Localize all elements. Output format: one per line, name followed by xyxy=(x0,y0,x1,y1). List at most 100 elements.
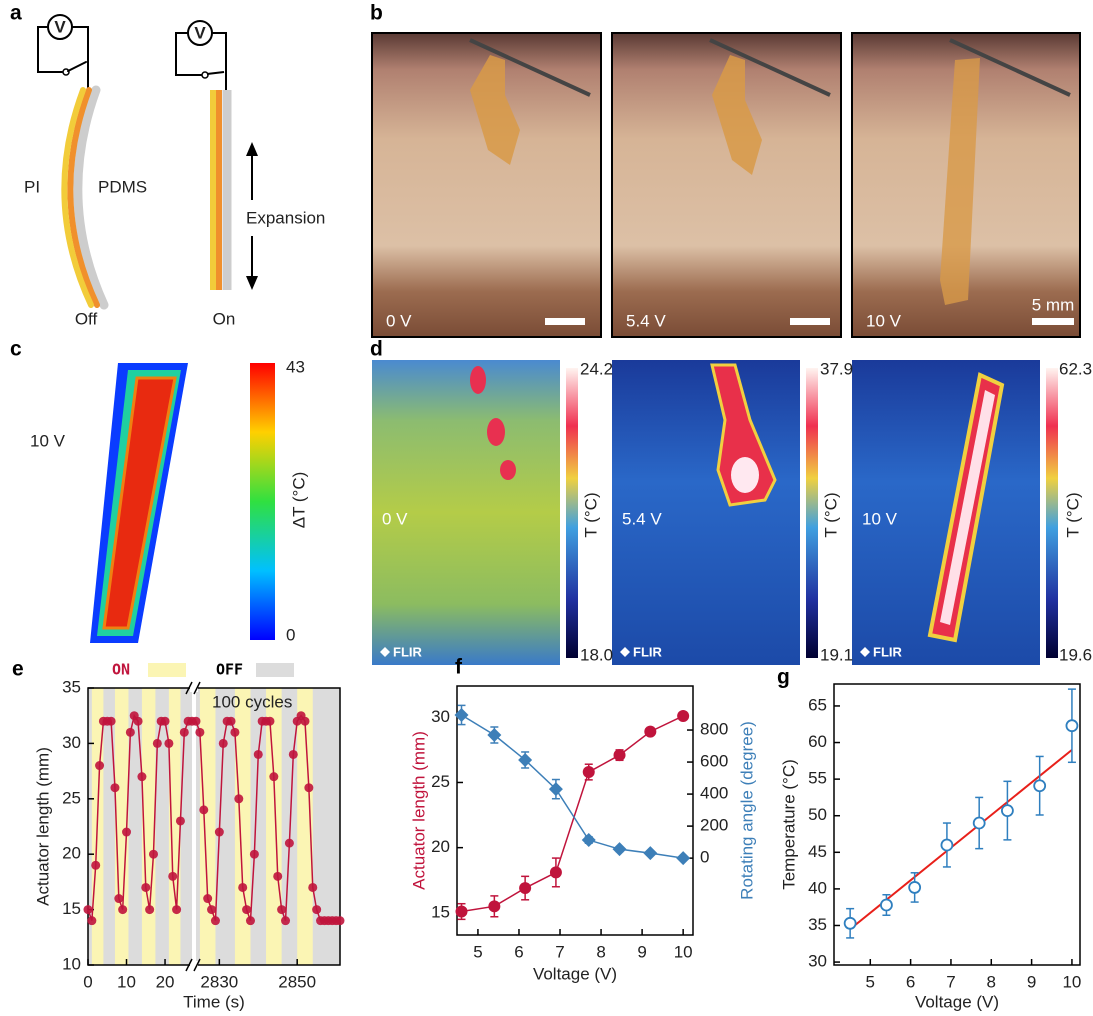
data-point xyxy=(227,717,236,726)
y-tick-label: 15 xyxy=(431,902,450,921)
y-tick-label: 10 xyxy=(62,954,81,973)
x-tick-label: 6 xyxy=(514,942,523,961)
data-point xyxy=(304,783,313,792)
data-point xyxy=(1002,805,1013,816)
colorbar-label: T (°C) xyxy=(821,492,840,537)
legend-swatch xyxy=(256,663,294,677)
voltage-label: 10 V xyxy=(30,431,66,450)
data-point xyxy=(583,766,595,778)
data-point xyxy=(845,918,856,929)
colorbar-min: 0 xyxy=(286,625,295,644)
data-point xyxy=(114,894,123,903)
photo xyxy=(852,33,1080,337)
x-tick-label: 0 xyxy=(83,972,92,991)
colorbar-min: 18.0 xyxy=(580,645,613,664)
voltage-label: 0 V xyxy=(386,311,412,330)
x-tick-label: 7 xyxy=(555,942,564,961)
panel-label: b xyxy=(370,2,383,25)
voltmeter: V xyxy=(54,17,66,36)
x-tick-label: 10 xyxy=(1062,972,1081,991)
axis-label: Time (s) xyxy=(183,992,245,1011)
data-point xyxy=(277,905,286,914)
data-point xyxy=(289,750,298,759)
data-point xyxy=(203,894,212,903)
x-tick-label: 10 xyxy=(674,942,693,961)
voltmeter: V xyxy=(194,23,206,42)
data-point xyxy=(242,905,251,914)
x-tick-label: 8 xyxy=(596,942,605,961)
data-point xyxy=(269,772,278,781)
colorbar-min: 19.6 xyxy=(1059,645,1092,664)
y-tick-label: 35 xyxy=(62,677,81,696)
data-point xyxy=(644,726,656,738)
data-point xyxy=(192,717,201,726)
data-point xyxy=(87,916,96,925)
data-point xyxy=(281,916,290,925)
y-tick-label: 25 xyxy=(431,772,450,791)
data-point xyxy=(550,866,562,878)
y-tick-label: 35 xyxy=(808,915,827,934)
photo xyxy=(612,33,841,337)
data-point xyxy=(180,728,189,737)
y-tick-label: 400 xyxy=(700,784,728,803)
colorbar-max: 62.3 xyxy=(1059,359,1092,378)
data-point xyxy=(145,905,154,914)
y-tick-label: 25 xyxy=(62,788,81,807)
y-tick-label: 15 xyxy=(62,899,81,918)
data-point xyxy=(614,749,626,761)
voltage-label: 5.4 V xyxy=(626,311,666,330)
x-tick-label: 2850 xyxy=(278,972,316,991)
panel-label: c xyxy=(10,338,22,361)
data-point xyxy=(161,717,170,726)
data-point xyxy=(211,916,220,925)
data-point xyxy=(168,872,177,881)
y-tick-label: 50 xyxy=(808,805,827,824)
data-point xyxy=(110,783,119,792)
axis-label: Voltage (V) xyxy=(915,992,999,1011)
panel-label: f xyxy=(455,656,463,679)
legend-label: OFF xyxy=(216,661,243,679)
data-point xyxy=(1066,720,1077,731)
y-tick-label: 30 xyxy=(62,733,81,752)
data-point xyxy=(488,900,500,912)
voltage-label: 10 V xyxy=(862,509,898,528)
data-point xyxy=(246,916,255,925)
colorbar-max: 43 xyxy=(286,357,305,376)
x-tick-label: 5 xyxy=(866,972,875,991)
data-point xyxy=(199,805,208,814)
data-point xyxy=(456,906,468,918)
data-point xyxy=(974,818,985,829)
y-tick-label: 30 xyxy=(431,707,450,726)
voltage-label: 5.4 V xyxy=(622,509,662,528)
y-tick-label: 200 xyxy=(700,816,728,835)
logo: FLIR xyxy=(633,644,662,659)
logo: FLIR xyxy=(873,644,902,659)
x-tick-label: 7 xyxy=(946,972,955,991)
y-tick-label: 600 xyxy=(700,752,728,771)
voltage-label: 10 V xyxy=(866,311,902,330)
panel-label: g xyxy=(777,666,790,689)
panel-label: a xyxy=(10,2,22,25)
data-point xyxy=(300,717,309,726)
expansion-label: Expansion xyxy=(246,208,325,227)
x-tick-label: 6 xyxy=(906,972,915,991)
voltage-label: 0 V xyxy=(382,509,408,528)
data-point xyxy=(238,883,247,892)
data-point xyxy=(215,828,224,837)
data-point xyxy=(126,728,135,737)
data-point xyxy=(219,739,228,748)
y-tick-label: 20 xyxy=(62,844,81,863)
data-point xyxy=(230,728,239,737)
data-point xyxy=(118,905,127,914)
y-tick-label: 55 xyxy=(808,769,827,788)
data-point xyxy=(207,905,216,914)
data-point xyxy=(265,717,274,726)
x-tick-label: 2830 xyxy=(200,972,238,991)
colorbar-min: 19.1 xyxy=(820,645,853,664)
data-point xyxy=(195,728,204,737)
axis-label: Temperature (°C) xyxy=(779,759,798,890)
x-tick-label: 9 xyxy=(1027,972,1036,991)
y-tick-label: 60 xyxy=(808,732,827,751)
data-point xyxy=(176,816,185,825)
y-tick-label: 65 xyxy=(808,695,827,714)
